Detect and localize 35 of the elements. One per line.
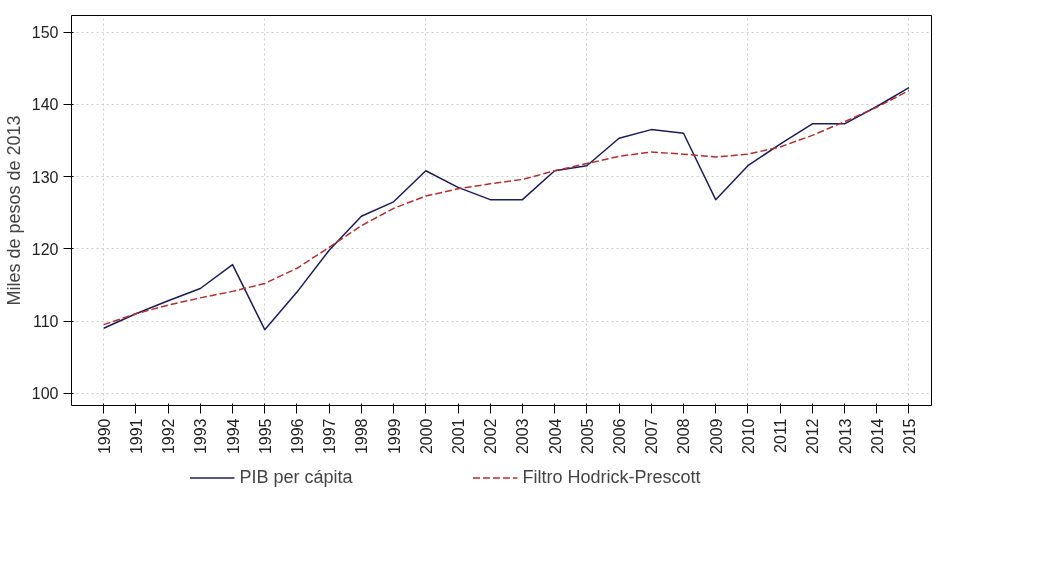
x-tick-label: 2015 [900,418,918,455]
x-tick-label: 1997 [321,418,339,455]
x-tick-label: 1992 [160,418,178,455]
x-tick-label: 2013 [836,418,854,455]
x-tick-label: 1995 [256,418,274,455]
x-tick-label: 2001 [450,418,468,455]
y-tick-label: 110 [32,313,59,330]
x-tick-label: 1993 [192,418,210,455]
x-tick-label: 2009 [707,418,725,455]
x-tick-label: 2006 [611,418,629,455]
x-tick-label: 2002 [482,418,500,455]
x-tick-label: 2014 [868,418,886,455]
x-tick-label: 2000 [417,418,435,455]
x-tick-label: 1994 [224,418,242,455]
x-tick-label: 2011 [772,418,790,453]
legend-label: PIB per cápita [239,466,353,488]
x-tick-label: 1996 [288,418,306,455]
y-tick-label: 120 [31,240,59,258]
x-tick-label: 2003 [514,418,532,455]
x-tick-label: 1990 [95,418,113,455]
x-tick-label: 2010 [739,418,757,455]
y-tick-label: 100 [31,385,59,403]
x-tick-label: 1991 [127,418,145,455]
x-tick-label: 2012 [804,418,822,455]
x-tick-label: 2004 [546,418,564,455]
y-axis-title: Miles de pesos de 2013 [3,115,24,306]
x-tick-label: 2005 [578,418,596,455]
y-tick-label: 130 [31,168,59,186]
x-tick-label: 2008 [675,418,693,455]
legend-label: Filtro Hodrick-Prescott [522,466,701,488]
y-tick-label: 140 [31,96,59,114]
y-tick-label: 150 [31,24,59,42]
x-tick-label: 1998 [353,418,371,455]
x-tick-label: 1999 [385,418,403,455]
x-tick-label: 2007 [643,418,661,455]
